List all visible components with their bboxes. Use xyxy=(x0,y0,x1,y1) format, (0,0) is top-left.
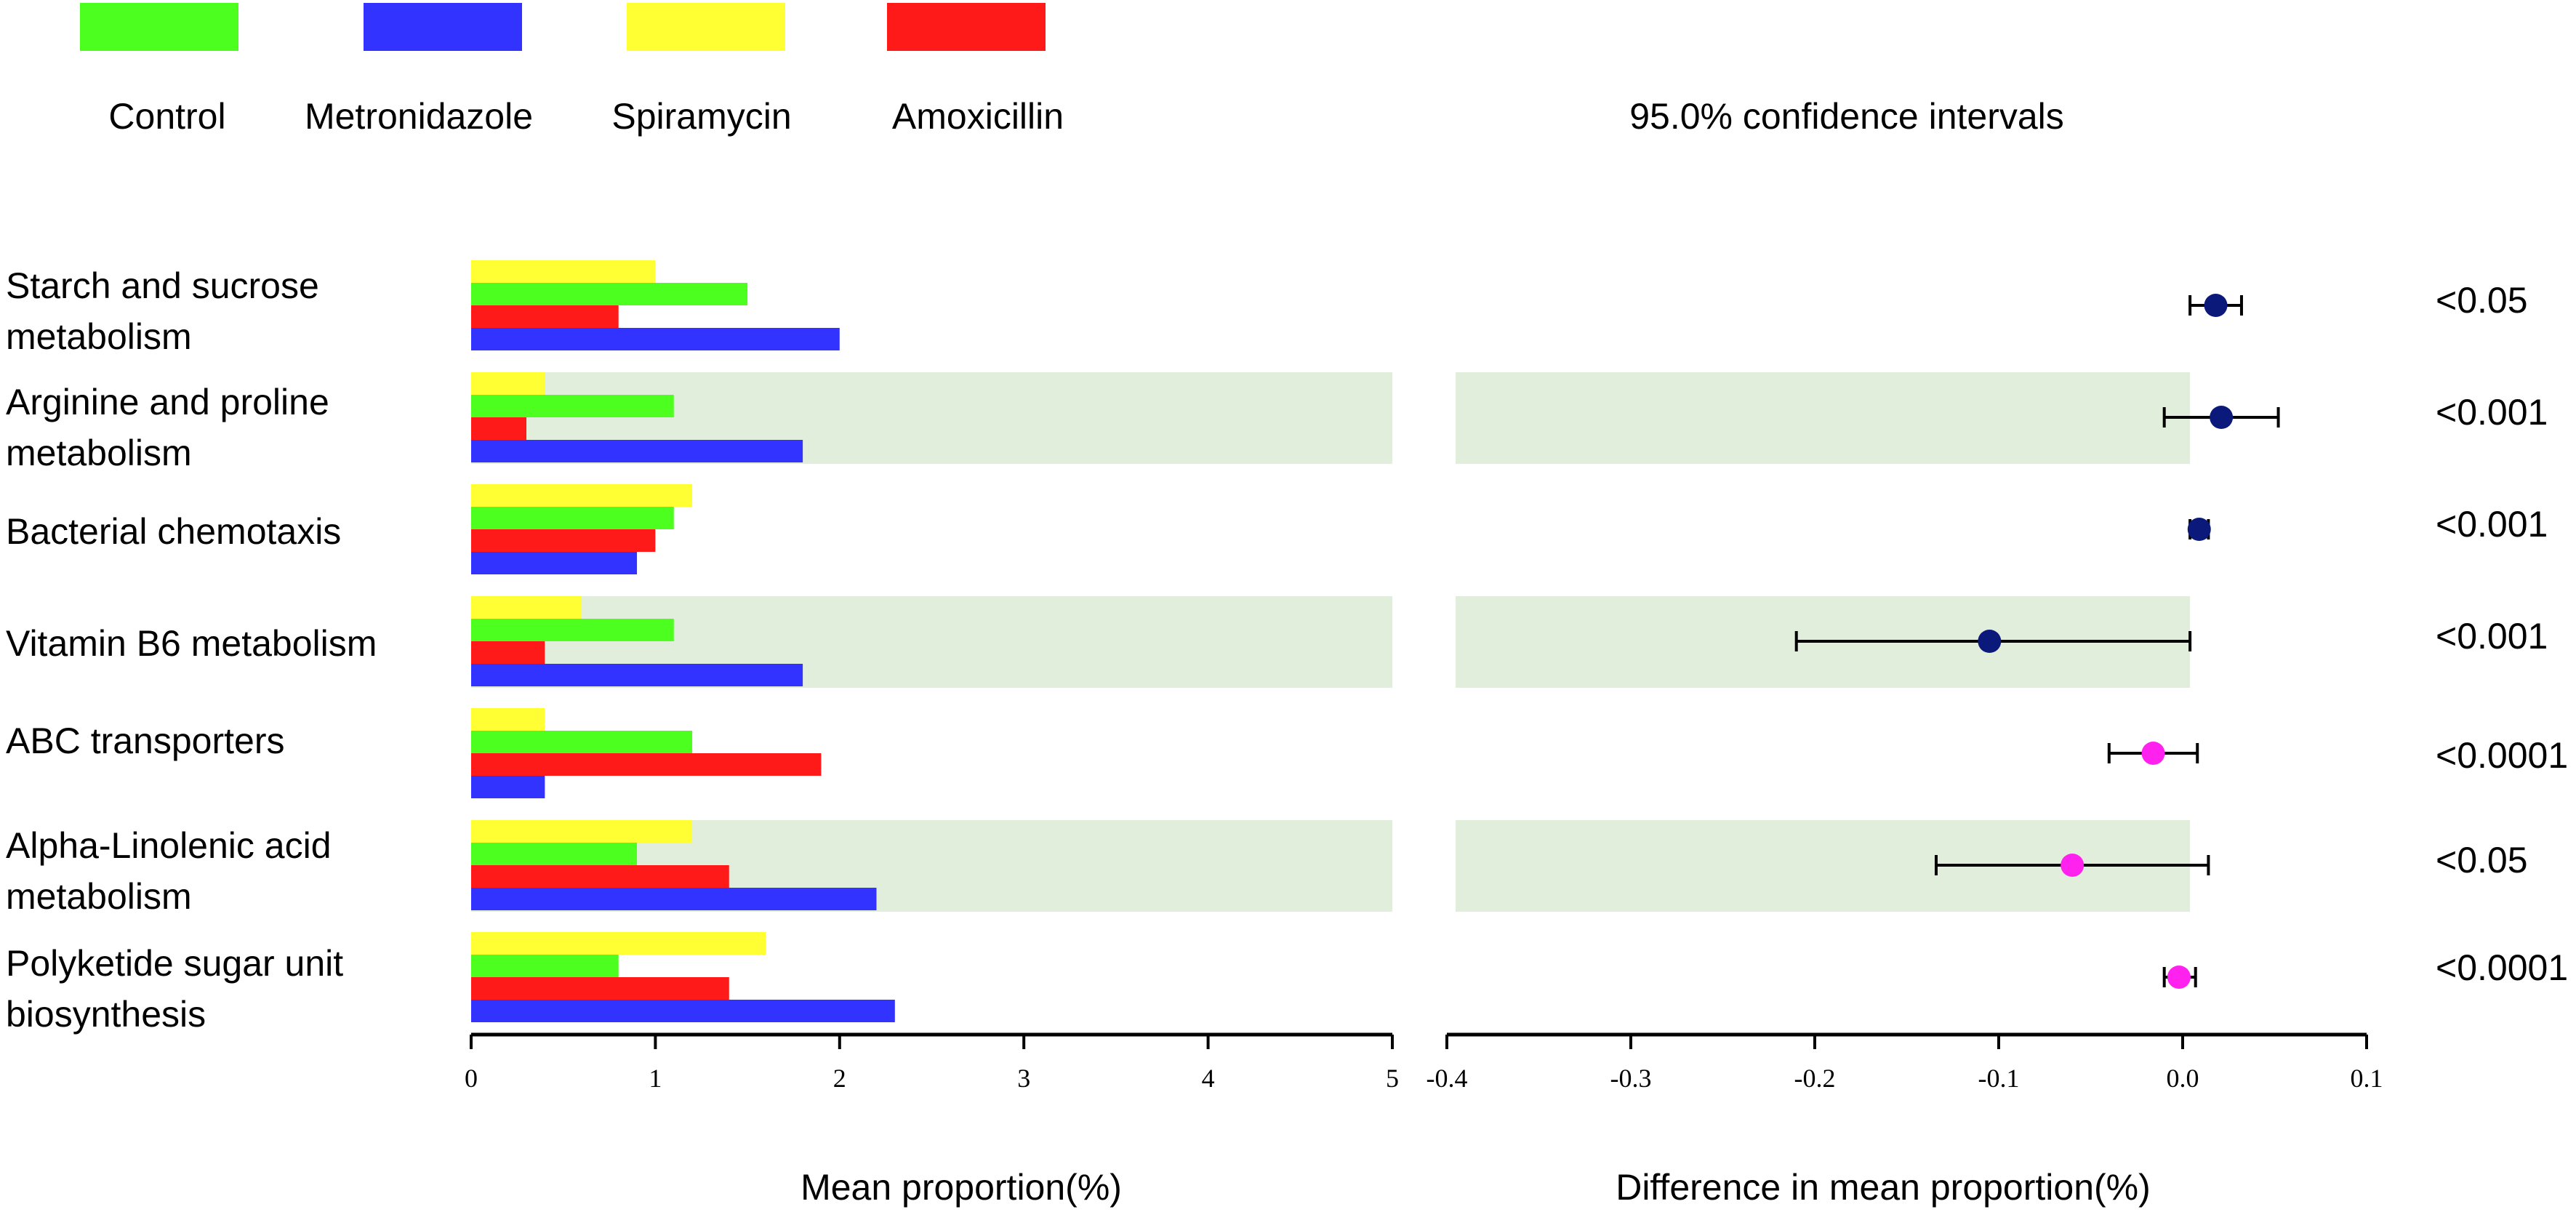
ci-point xyxy=(1978,630,2002,653)
legend-swatch xyxy=(627,3,785,51)
category-label: ABC transporters xyxy=(6,721,284,761)
bar xyxy=(471,305,619,328)
bar xyxy=(471,641,545,664)
p-value-label: <0.001 xyxy=(2436,504,2548,545)
bar-x-tick-label: 5 xyxy=(1386,1064,1399,1093)
bar xyxy=(471,731,693,753)
bar xyxy=(471,395,674,417)
bar xyxy=(471,1000,895,1022)
legend-label: Control xyxy=(108,96,225,137)
bar xyxy=(471,596,582,619)
bar-x-tick-label: 3 xyxy=(1017,1064,1030,1093)
category-label: Polyketide sugar unit biosynthesis xyxy=(6,943,343,1035)
ci-point xyxy=(2204,294,2228,317)
category-label-line: biosynthesis xyxy=(6,994,206,1035)
legend-label: Amoxicillin xyxy=(892,96,1064,137)
ci-x-tick-label: -0.1 xyxy=(1978,1064,2020,1093)
bar xyxy=(471,664,803,686)
category-label-line: metabolism xyxy=(6,876,192,917)
category-label-line: Vitamin B6 metabolism xyxy=(6,623,377,664)
category-label: Vitamin B6 metabolism xyxy=(6,623,377,664)
bar xyxy=(471,955,619,977)
bar xyxy=(471,977,729,1000)
legend-swatch xyxy=(80,3,238,51)
category-label-line: Arginine and proline xyxy=(6,382,329,422)
bar xyxy=(471,820,693,843)
bar xyxy=(471,260,656,283)
ci-point xyxy=(2187,518,2211,541)
bar xyxy=(471,484,693,507)
bar xyxy=(471,776,545,798)
category-label: Alpha-Linolenic acid metabolism xyxy=(6,825,332,917)
bar xyxy=(471,529,656,552)
category-label: Bacterial chemotaxis xyxy=(6,511,341,552)
p-value-label: <0.0001 xyxy=(2436,947,2568,988)
p-value-label: <0.001 xyxy=(2436,392,2548,433)
ci-x-tick-label: 0.1 xyxy=(2351,1064,2383,1093)
category-label-line: Bacterial chemotaxis xyxy=(6,511,341,552)
shade-strip-ci xyxy=(1456,372,2191,464)
legend-label: Metronidazole xyxy=(305,96,533,137)
category-label-line: Alpha-Linolenic acid xyxy=(6,825,332,866)
category-label: Arginine and proline metabolism xyxy=(6,382,329,473)
bar xyxy=(471,708,545,731)
ci-x-tick-label: -0.3 xyxy=(1610,1064,1652,1093)
confidence-interval-panel: 95.0% confidence intervals xyxy=(1629,96,2280,989)
ci-x-tick-label: -0.4 xyxy=(1427,1064,1468,1093)
category-label-line: ABC transporters xyxy=(6,721,284,761)
axes: 0 1 2 3 4 5 Mean proportion(%) -0.4 -0.3 -0.2 -0.1… xyxy=(465,1032,2383,1208)
bar-x-axis-title: Mean proportion(%) xyxy=(801,1167,1122,1208)
legend-swatch xyxy=(364,3,522,51)
category-label: Starch and sucrose metabolism xyxy=(6,265,319,357)
bar xyxy=(471,283,748,305)
bar-x-tick-label: 2 xyxy=(833,1064,846,1093)
category-label-line: metabolism xyxy=(6,433,192,473)
bar xyxy=(471,865,729,888)
ci-point xyxy=(2141,742,2165,765)
category-label-line: Polyketide sugar unit xyxy=(6,943,343,984)
bar xyxy=(471,753,822,776)
ci-x-tick-label: -0.2 xyxy=(1794,1064,1836,1093)
bar-panel xyxy=(471,260,895,1022)
bar xyxy=(471,417,527,440)
legend-label: Spiramycin xyxy=(611,96,791,137)
bar xyxy=(471,552,638,574)
legend-swatch xyxy=(887,3,1046,51)
p-value-label: <0.05 xyxy=(2436,840,2528,880)
p-value-label: <0.0001 xyxy=(2436,735,2568,776)
bar xyxy=(471,440,803,462)
bar-x-tick-label: 1 xyxy=(649,1064,662,1093)
bar xyxy=(471,619,674,641)
bar-x-tick-label: 0 xyxy=(465,1064,478,1093)
ci-x-axis-title: Difference in mean proportion(%) xyxy=(1616,1167,2151,1208)
bar-x-tick-label: 4 xyxy=(1202,1064,1215,1093)
ci-x-tick-label: 0.0 xyxy=(2167,1064,2199,1093)
category-label-line: metabolism xyxy=(6,316,192,357)
ci-point xyxy=(2061,854,2085,877)
ci-point xyxy=(2167,966,2191,989)
bar xyxy=(471,932,766,955)
ci-point xyxy=(2210,406,2234,429)
category-label-line: Starch and sucrose xyxy=(6,265,319,306)
bar xyxy=(471,843,638,865)
p-value-label: <0.05 xyxy=(2436,280,2528,321)
legend: Control Metronidazole Spiramycin Amoxicilli… xyxy=(80,3,1064,137)
ci-title: 95.0% confidence intervals xyxy=(1629,96,2064,137)
p-value-label: <0.001 xyxy=(2436,616,2548,657)
bar xyxy=(471,328,840,350)
bar xyxy=(471,507,674,529)
bar xyxy=(471,888,877,910)
bar xyxy=(471,372,545,395)
p-values: <0.05 <0.001 <0.001 <0.001 <0.0001 <0.05 <0.00… xyxy=(2436,280,2568,988)
